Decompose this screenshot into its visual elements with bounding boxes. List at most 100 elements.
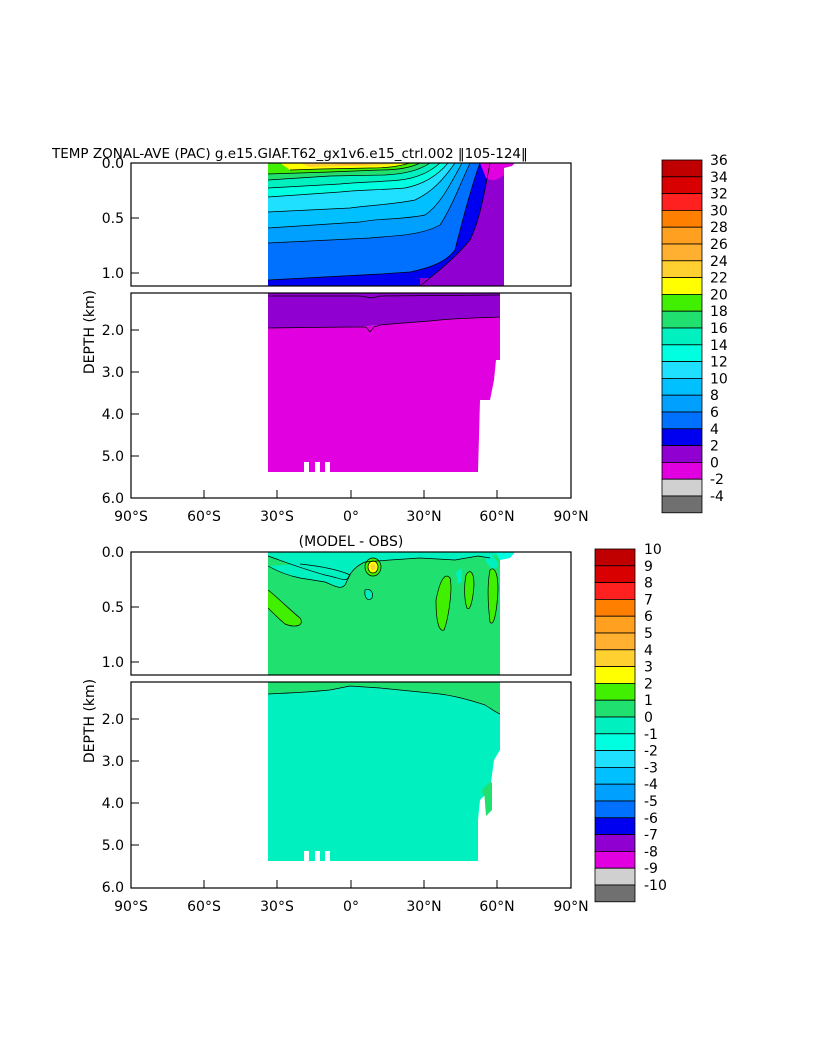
temp-ylabel: DEPTH (km) — [82, 290, 98, 374]
diff-colorbar-label: 9 — [644, 559, 653, 575]
temp-colorbar-swatch — [661, 478, 703, 497]
temp-panel-lower — [267, 293, 501, 472]
temp-colorbar-label: 28 — [710, 220, 728, 236]
temp-colorbar-label: 26 — [710, 237, 728, 253]
diff-xtick-6: 90°N — [553, 899, 588, 915]
temp-colorbar-label: 32 — [710, 187, 728, 203]
temp-colorbar-swatch — [661, 344, 703, 362]
diff-ytick-7: 6.0 — [102, 880, 124, 896]
diff-x-ticks: 90°S 60°S 30°S 0° 30°N 60°N 90°N — [114, 880, 589, 915]
diff-colorbar-swatch — [594, 699, 636, 718]
diff-frame-upper — [130, 551, 572, 676]
temp-colorbar-swatch — [661, 495, 703, 514]
diff-panel-upper — [267, 552, 515, 675]
temp-ytick-2: 1.0 — [102, 266, 124, 282]
diff-colorbar-label: -1 — [644, 727, 658, 743]
diff-colorbar-swatch — [594, 632, 636, 651]
diff-colorbar-swatch — [594, 851, 636, 869]
temp-colorbar-swatch — [661, 293, 703, 312]
diff-colorbar-label: 4 — [644, 643, 653, 659]
temp-colorbar-swatch — [661, 226, 703, 245]
diff-colorbar-swatch — [594, 867, 636, 886]
diff-colorbar-label: -7 — [644, 828, 658, 844]
temp-colorbar-label: 6 — [710, 405, 719, 421]
temp-colorbar-swatch — [661, 361, 703, 379]
diff-colorbar-swatch — [594, 884, 636, 903]
temp-ytick-0: 0.0 — [102, 156, 124, 172]
temp-colorbar-swatch — [661, 445, 703, 463]
temp-ytick-3: 2.0 — [102, 323, 124, 339]
temp-xtick-3: 0° — [343, 509, 359, 525]
temp-colorbar-label: 20 — [710, 287, 728, 303]
diff-xtick-2: 30°S — [260, 899, 294, 915]
temp-colorbar-label: 22 — [710, 271, 728, 287]
diff-xtick-4: 30°N — [406, 899, 441, 915]
diff-panel-lower — [267, 682, 501, 861]
temp-xtick-5: 60°N — [479, 509, 514, 525]
temp-ytick-4: 3.0 — [102, 365, 124, 381]
temp-colorbar-swatch — [661, 277, 703, 295]
temp-colorbar-swatch — [661, 159, 703, 178]
diff-colorbar-swatch — [594, 716, 636, 735]
diff-colorbar-swatch — [594, 649, 636, 667]
diff-subtitle: (MODEL - OBS) — [299, 534, 404, 550]
temp-colorbar-label: 0 — [710, 455, 719, 471]
temp-xtick-2: 30°S — [260, 509, 294, 525]
temp-ytick-1: 0.5 — [102, 211, 124, 227]
diff-ytick-6: 5.0 — [102, 838, 124, 854]
diff-colorbar-label: 7 — [644, 592, 653, 608]
diff-colorbar-swatch — [594, 817, 636, 835]
temp-colorbar-swatch — [661, 310, 703, 329]
diff-xtick-0: 90°S — [114, 899, 148, 915]
temp-ytick-5: 4.0 — [102, 407, 124, 423]
diff-colorbar-swatch — [594, 767, 636, 785]
diff-ytick-1: 0.5 — [102, 600, 124, 616]
diff-colorbar-swatch — [594, 548, 636, 567]
diff-colorbar-swatch — [594, 565, 636, 583]
temp-xtick-6: 90°N — [553, 509, 588, 525]
diff-colorbar-label: 2 — [644, 676, 653, 692]
temp-colorbar-label: 18 — [710, 304, 728, 320]
temp-xtick-0: 90°S — [114, 509, 148, 525]
diff-colorbar-label: -10 — [644, 878, 667, 894]
diff-colorbar-label: -3 — [644, 760, 658, 776]
temp-colorbar-swatch — [661, 327, 703, 346]
temp-colorbar-label: 36 — [710, 153, 728, 169]
temp-colorbar-label: 8 — [710, 388, 719, 404]
diff-colorbar-swatch — [594, 683, 636, 701]
diff-xtick-5: 60°N — [479, 899, 514, 915]
diff-colorbar-swatch — [594, 733, 636, 751]
diff-ylabel: DEPTH (km) — [82, 679, 98, 763]
diff-colorbar-swatch — [594, 783, 636, 802]
diff-colorbar-swatch — [594, 666, 636, 684]
temp-colorbar-swatch — [661, 428, 703, 446]
diff-colorbar-label: 8 — [644, 576, 653, 592]
diff-colorbar-label: 5 — [644, 626, 653, 642]
temp-colorbar-swatch — [661, 377, 703, 396]
temp-ytick-7: 6.0 — [102, 491, 124, 507]
diff-colorbar-label: -6 — [644, 811, 658, 827]
diff-colorbar-label: -5 — [644, 794, 658, 810]
temp-colorbar-swatch — [661, 209, 703, 228]
temp-colorbar-label: -4 — [710, 489, 724, 505]
temp-colorbar-label: 4 — [710, 422, 719, 438]
diff-colorbar-label: 0 — [644, 710, 653, 726]
temp-frame-upper — [130, 162, 572, 287]
diff-colorbar-label: -2 — [644, 744, 658, 760]
diff-ytick-0: 0.0 — [102, 545, 124, 561]
diff-ytick-3: 2.0 — [102, 712, 124, 728]
diff-y-ticks: 0.0 0.5 1.0 2.0 3.0 4.0 5.0 6.0 — [102, 545, 139, 896]
temp-colorbar-label: 10 — [710, 371, 728, 387]
temp-panel-upper — [267, 163, 515, 286]
temp-colorbar-swatch — [661, 176, 703, 195]
diff-xtick-1: 60°S — [187, 899, 221, 915]
diff-ytick-2: 1.0 — [102, 655, 124, 671]
temp-colorbar-label: -2 — [710, 472, 724, 488]
temp-colorbar-swatch — [661, 461, 703, 480]
temp-y-ticks: 0.0 0.5 1.0 2.0 3.0 4.0 5.0 6.0 — [102, 156, 139, 507]
temp-colorbar-label: 14 — [710, 338, 728, 354]
temp-colorbar-swatch — [661, 411, 703, 430]
temp-colorbar-swatch — [661, 260, 703, 278]
